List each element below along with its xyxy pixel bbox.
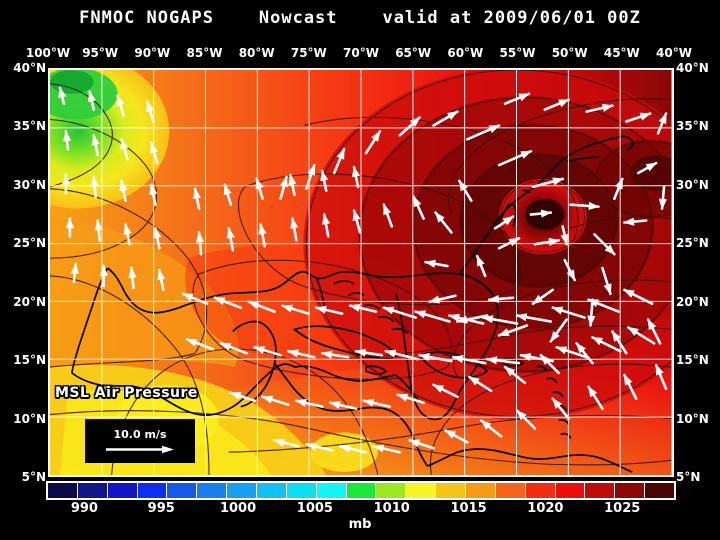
colorbar-swatch-12: [406, 483, 437, 498]
colorbar-tick-1005: 1005: [296, 501, 333, 516]
arrow-right-icon: [106, 445, 174, 453]
lon-tick-2: 90°W: [134, 46, 171, 60]
lon-tick-7: 65°W: [395, 46, 432, 60]
lon-tick-5: 75°W: [290, 46, 327, 60]
colorbar-swatch-20: [645, 483, 675, 498]
page-title: FNMOC NOGAPS Nowcast valid at 2009/06/01…: [79, 8, 641, 28]
lat-tick-right-3: 25°N: [676, 236, 709, 251]
lon-tick-3: 85°W: [186, 46, 223, 60]
colorbar-tick-990: 990: [70, 501, 98, 516]
lat-tick-right-7: 5°N: [676, 470, 701, 484]
colorbar-swatch-17: [555, 483, 586, 498]
colorbar-tick-995: 995: [147, 501, 175, 516]
colorbar-swatch-1: [77, 483, 108, 498]
colorbar-swatch-14: [466, 483, 496, 498]
lon-tick-4: 80°W: [238, 46, 275, 60]
lat-tick-right-6: 10°N: [676, 411, 709, 426]
colorbar-tick-1015: 1015: [450, 501, 487, 516]
colorbar-unit-label: mb: [348, 517, 372, 532]
colorbar-swatch-5: [197, 483, 228, 498]
coastline-layer: [71, 135, 634, 473]
lat-tick-left-2: 30°N: [13, 177, 46, 192]
map-plot-area[interactable]: [48, 68, 674, 477]
wind-scale-key: 10.0 m/s: [85, 419, 195, 463]
colorbar-swatch-18: [585, 483, 616, 498]
colorbar-swatch-7: [257, 483, 287, 498]
lat-tick-right-4: 20°N: [676, 294, 709, 309]
map-canvas: [50, 70, 672, 475]
colorbar-swatch-2: [107, 483, 138, 498]
colorbar-tick-1010: 1010: [373, 501, 410, 516]
colorbar-swatch-6: [227, 483, 258, 498]
lon-tick-0: 100°W: [25, 46, 71, 60]
lat-tick-right-1: 35°N: [676, 119, 709, 134]
colorbar-tick-1025: 1025: [604, 501, 641, 516]
lat-tick-left-5: 15°N: [13, 353, 46, 368]
colorbar-tick-1020: 1020: [527, 501, 564, 516]
colorbar-swatch-0: [48, 483, 78, 498]
colorbar-swatch-13: [436, 483, 467, 498]
colorbar-swatch-9: [316, 483, 347, 498]
colorbar-swatch-3: [137, 483, 168, 498]
lon-tick-8: 60°W: [447, 46, 484, 60]
colorbar-swatch-15: [495, 483, 526, 498]
lat-tick-left-1: 35°N: [13, 119, 46, 134]
latitude-axis-right: 40°N 35°N 30°N 25°N 20°N 15°N 10°N 5°N: [676, 61, 720, 484]
lat-tick-right-2: 30°N: [676, 177, 709, 192]
lat-tick-right-5: 15°N: [676, 353, 709, 368]
latitude-axis-left: 40°N 35°N 30°N 25°N 20°N 15°N 10°N 5°N: [2, 61, 46, 484]
colorbar-swatch-11: [376, 483, 407, 498]
lon-tick-6: 70°W: [343, 46, 379, 60]
lat-tick-left-3: 25°N: [13, 236, 46, 251]
wind-vector-layer: [58, 86, 668, 454]
colorbar-swatch-8: [286, 483, 317, 498]
lat-tick-right-0: 40°N: [676, 61, 709, 75]
lat-tick-left-7: 5°N: [21, 470, 46, 484]
pressure-colorbar[interactable]: [46, 481, 676, 500]
lat-tick-left-0: 40°N: [13, 61, 46, 75]
lat-tick-left-6: 10°N: [13, 411, 46, 426]
lon-tick-11: 45°W: [603, 46, 640, 60]
field-label: MSL Air Pressure: [55, 385, 198, 401]
lon-tick-9: 55°W: [499, 46, 536, 60]
lat-tick-left-4: 20°N: [13, 294, 46, 309]
lon-tick-12: 40°W: [656, 46, 692, 60]
colorbar-tick-1000: 1000: [219, 501, 257, 516]
wind-scale-value: 10.0 m/s: [113, 427, 167, 441]
longitude-axis-top: 100°W 95°W 90°W 85°W 80°W 75°W 70°W 65°W 60°W 55°…: [26, 46, 692, 64]
colorbar-swatch-10: [346, 483, 377, 498]
colorbar-swatch-19: [615, 483, 646, 498]
colorbar-swatch-4: [167, 483, 198, 498]
colorbar-swatch-16: [525, 483, 556, 498]
colorbar-tick-labels: 990 995 1000 1005 1010 1015 1020 1025: [46, 501, 676, 517]
lon-tick-1: 95°W: [82, 46, 119, 60]
lon-tick-10: 50°W: [551, 46, 588, 60]
